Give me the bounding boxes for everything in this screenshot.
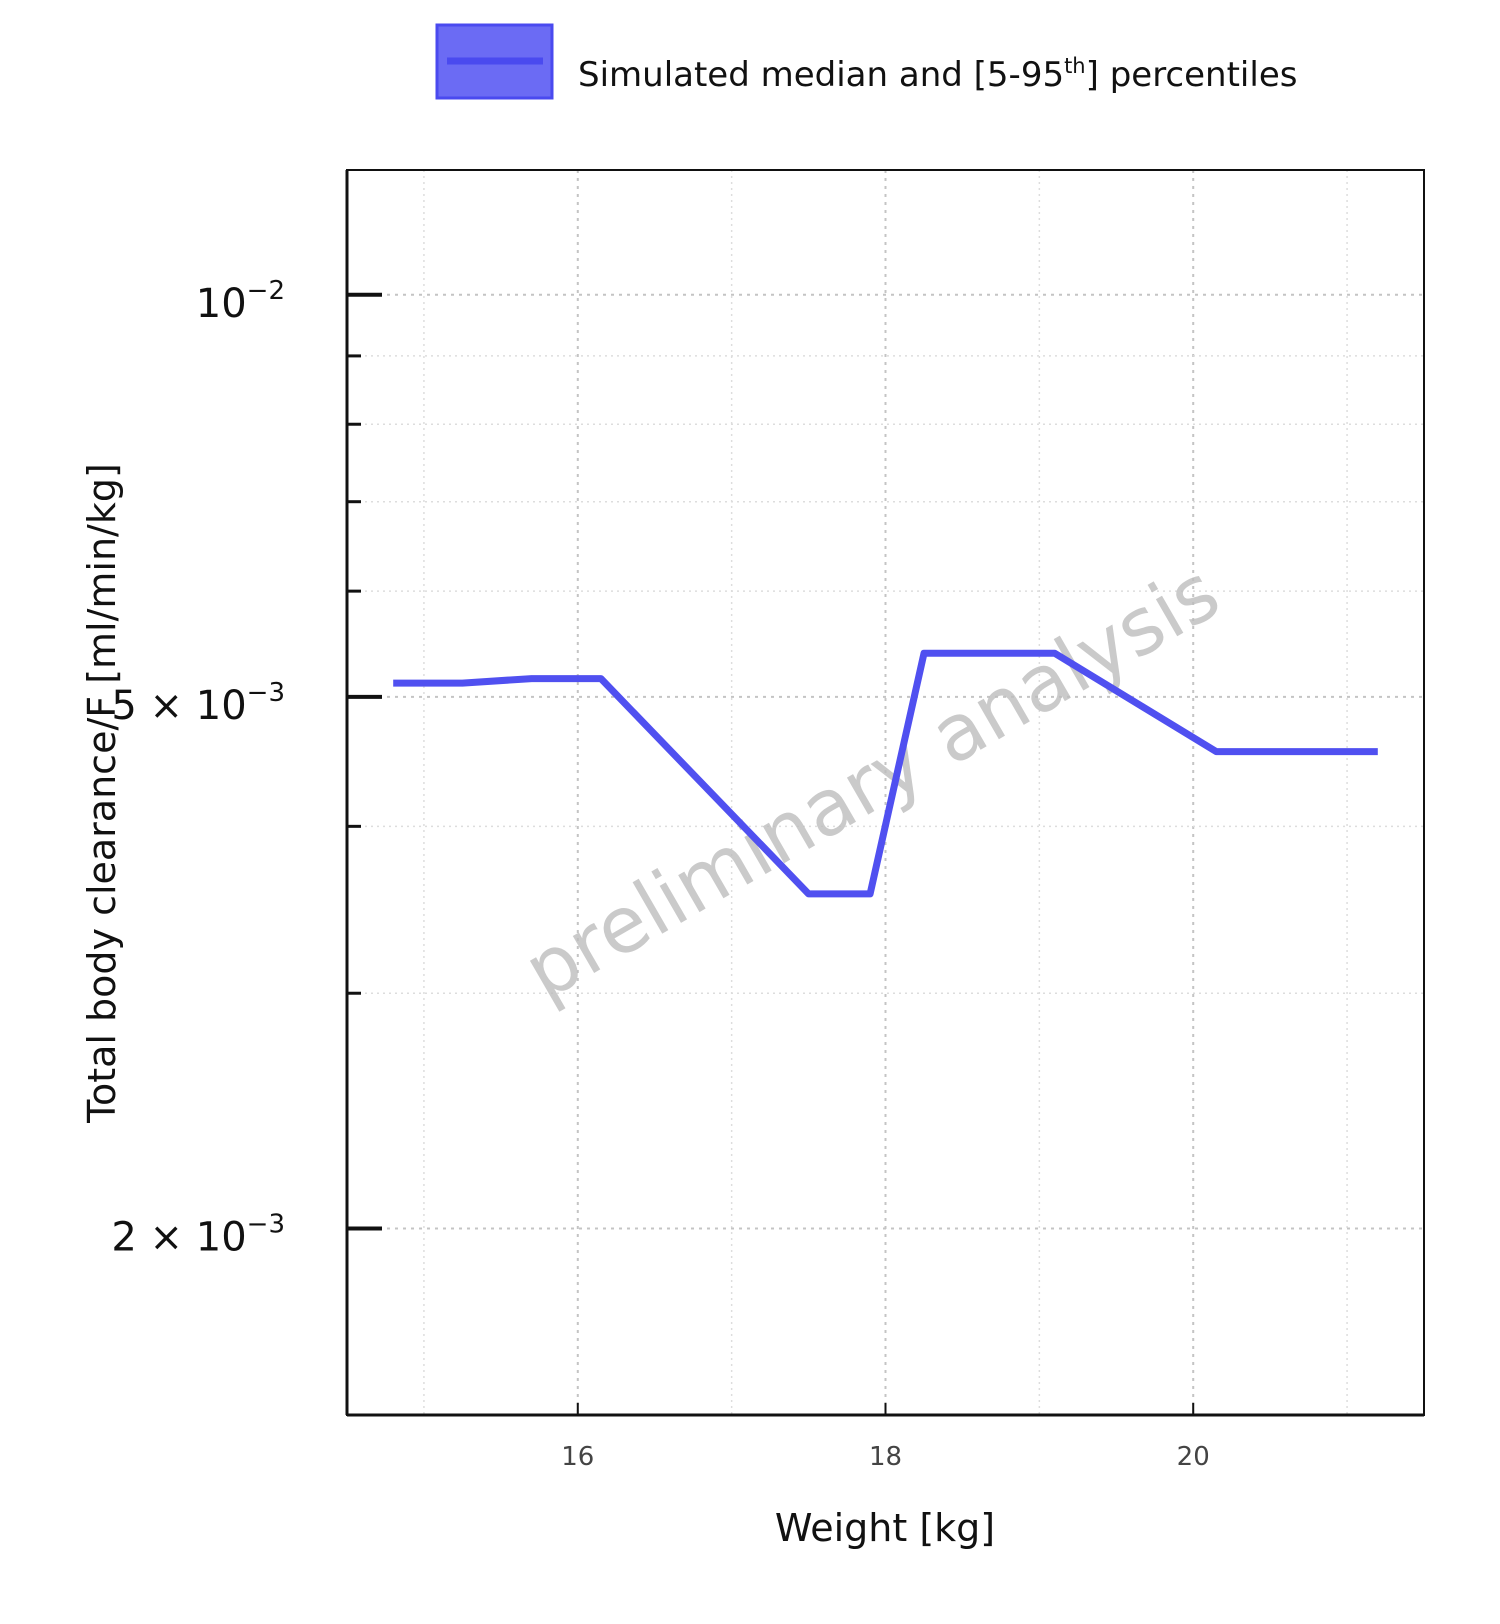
y-tick-label: 10−2 <box>196 276 285 327</box>
y-tick-label-exponent: −2 <box>247 276 285 306</box>
legend: Simulated median and [5-95th] percentile… <box>435 23 1297 100</box>
y-ticks: 10−25 × 10−32 × 10−3 <box>111 276 382 1260</box>
series-layer <box>393 649 1378 898</box>
y-tick-label-base: 10 <box>196 281 247 327</box>
y-tick-label-exponent: −3 <box>247 1209 285 1239</box>
y-tick-label-base: 2 × 10 <box>111 1214 246 1260</box>
grid <box>347 170 1424 1415</box>
x-tick-label: 16 <box>561 1442 594 1472</box>
y-tick-label-base: 5 × 10 <box>111 683 246 729</box>
legend-label-sup: th <box>1064 54 1086 78</box>
y-tick-label: 5 × 10−3 <box>111 678 285 729</box>
legend-label-suffix: ] percentiles <box>1086 55 1298 95</box>
y-axis-title: Total body clearance/F [ml/min/kg] <box>80 463 124 1124</box>
y-tick-label-exponent: −3 <box>247 678 285 708</box>
x-tick-label: 20 <box>1177 1442 1210 1472</box>
y-tick-label: 2 × 10−3 <box>111 1209 285 1260</box>
x-axis-title: Weight [kg] <box>775 1506 995 1550</box>
watermark: preliminary analysis <box>510 547 1235 1017</box>
legend-label-prefix: Simulated median and [5-95 <box>578 55 1064 95</box>
series-line <box>393 649 1378 898</box>
x-ticks: 16 18 20 <box>561 1403 1210 1472</box>
x-tick-label: 18 <box>869 1442 902 1472</box>
legend-label: Simulated median and [5-95th] percentile… <box>578 54 1297 95</box>
